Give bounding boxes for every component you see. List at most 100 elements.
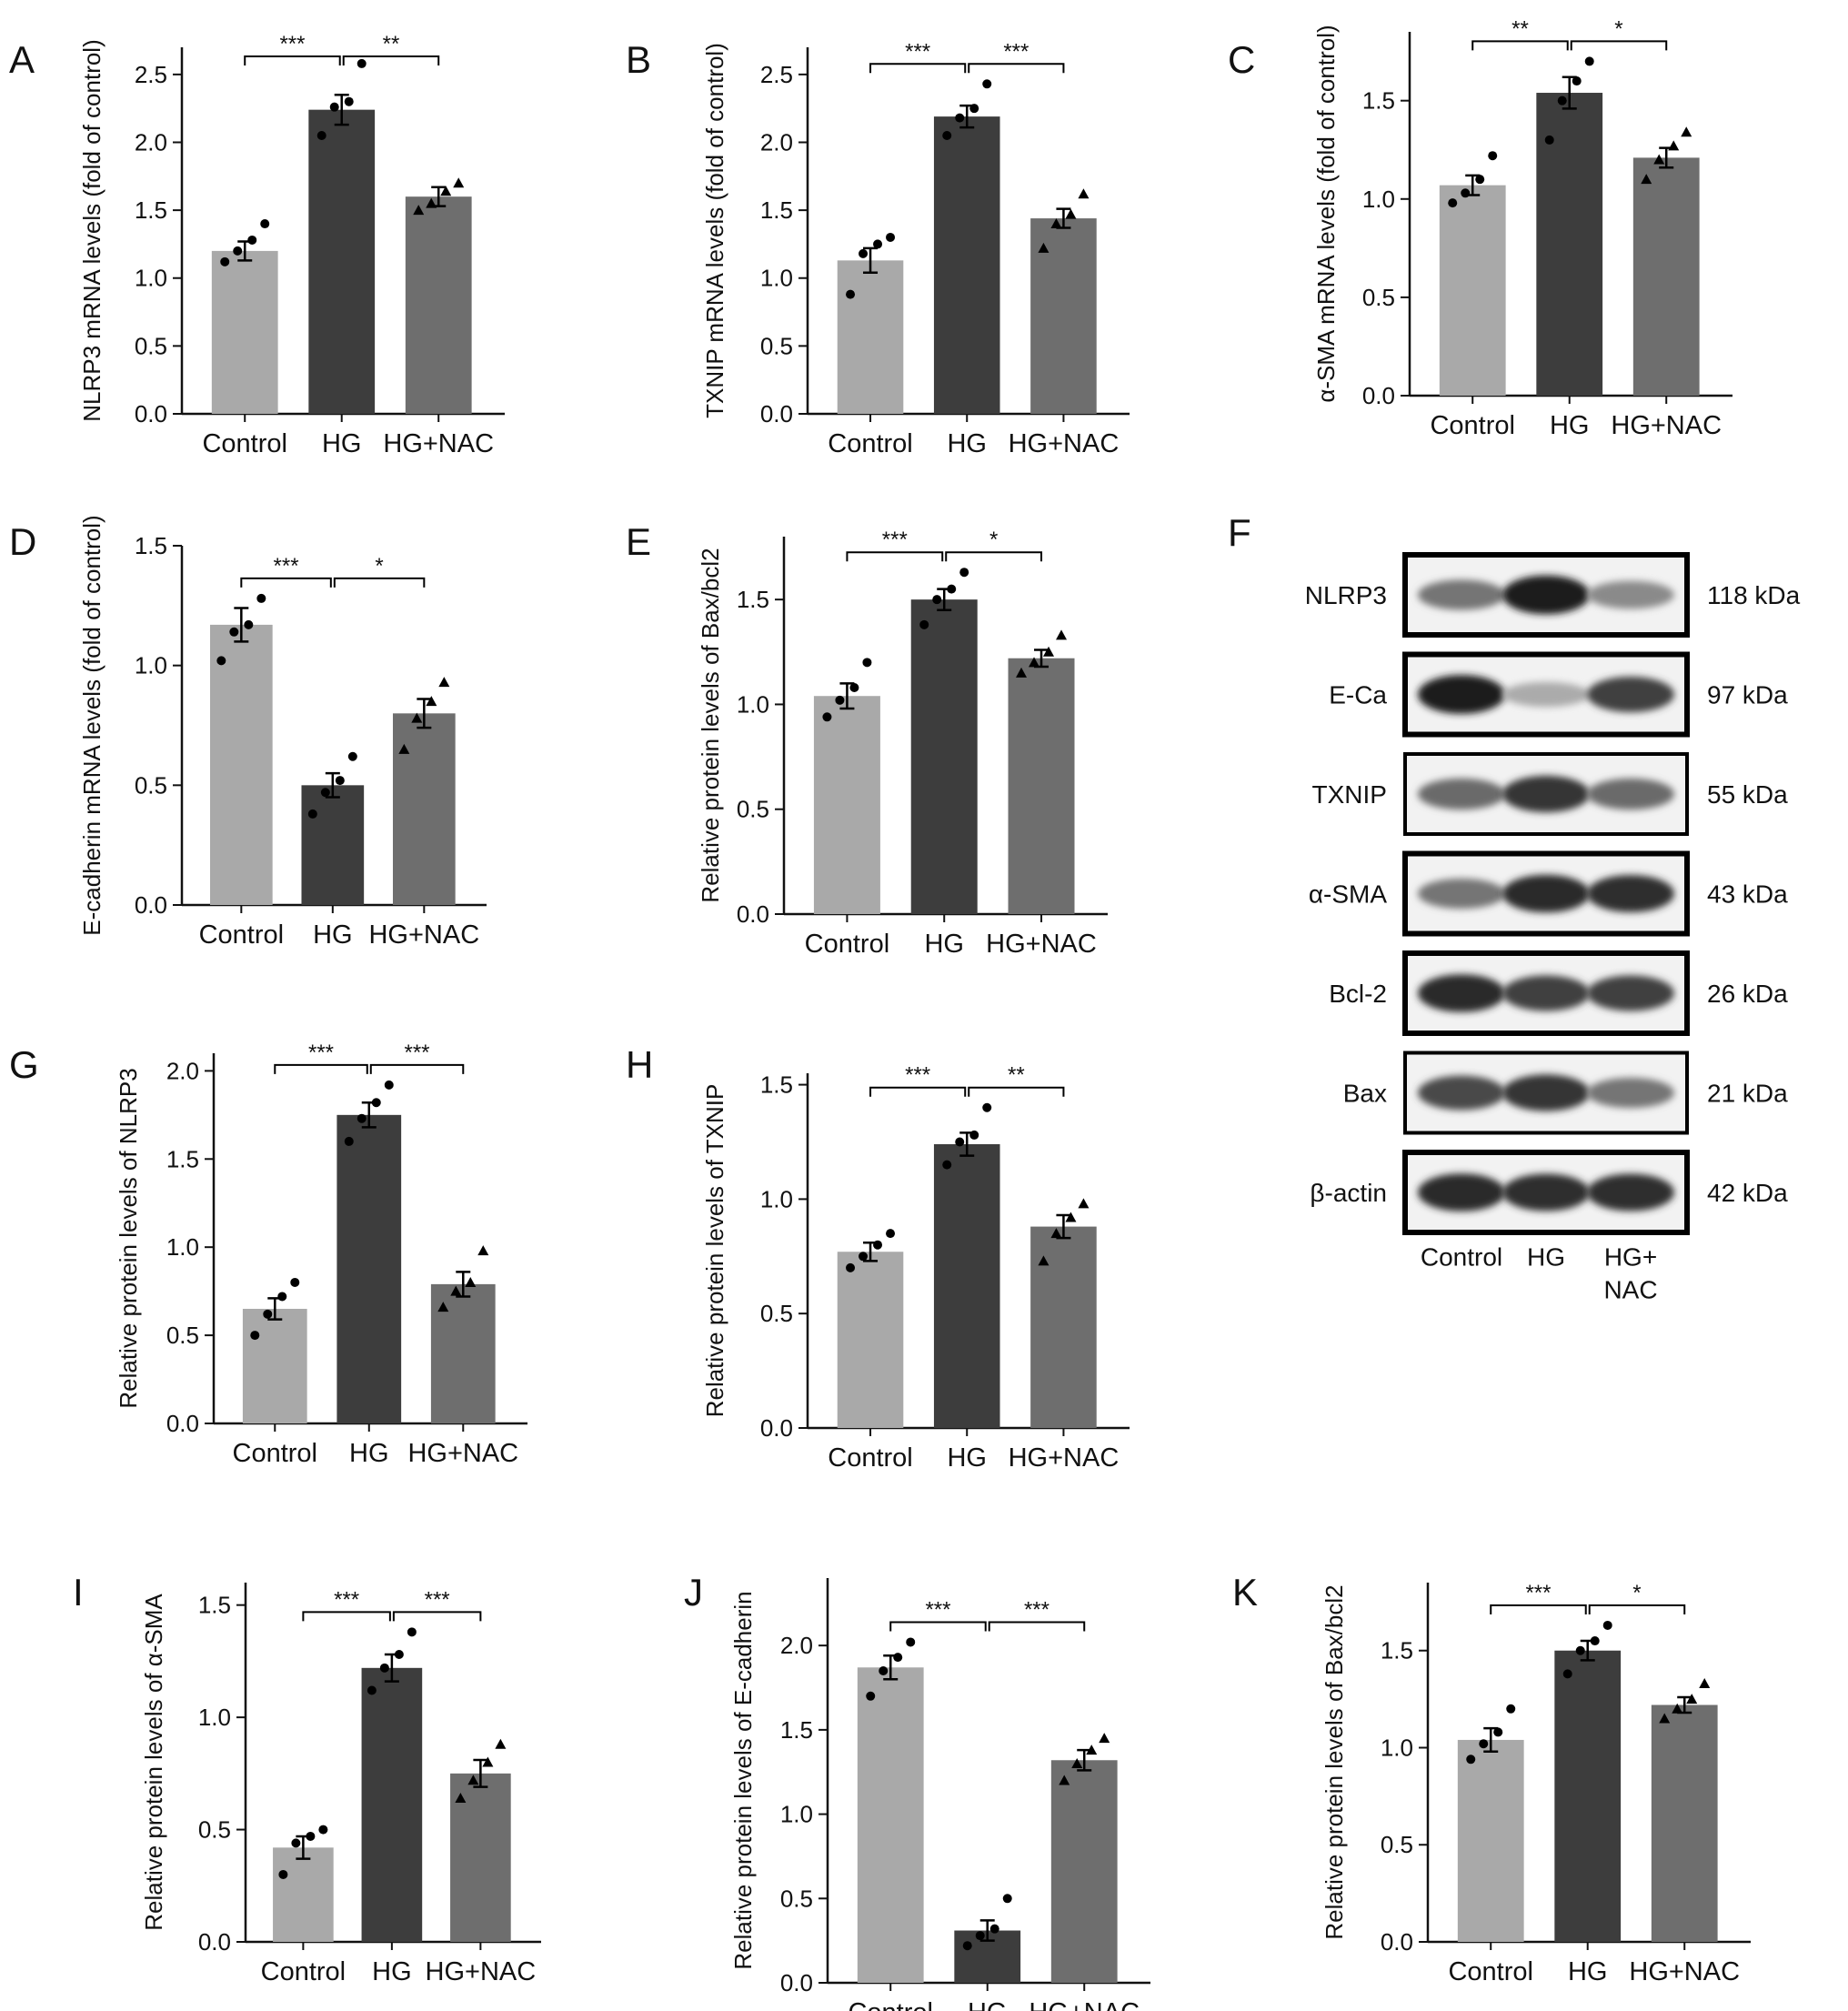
panel-letter: B (626, 38, 651, 81)
data-point (942, 1160, 952, 1170)
blot-band (1502, 1074, 1590, 1111)
data-point (413, 205, 425, 216)
data-point (216, 656, 226, 666)
y-tick-label: 1.5 (780, 1716, 813, 1744)
panel-letter: I (73, 1571, 84, 1614)
y-tick-label: 2.5 (135, 61, 167, 88)
significance-label: *** (308, 1041, 334, 1065)
bar-hg-nac (392, 713, 456, 905)
data-point (1002, 1894, 1012, 1904)
significance-label: ** (1008, 1063, 1025, 1088)
y-axis-label: TXNIP mRNA levels (fold of control) (701, 43, 728, 418)
y-tick-label: 1.0 (135, 652, 167, 679)
category-label: HG+NAC (383, 429, 494, 458)
category-label: Control (828, 429, 913, 458)
data-point (263, 1309, 273, 1319)
data-point (220, 256, 230, 266)
y-tick-label: 1.0 (135, 265, 167, 292)
significance-label: *** (882, 528, 908, 552)
data-point (835, 695, 845, 705)
category-label: Control (805, 930, 890, 959)
data-point (942, 131, 952, 141)
y-tick-label: 2.0 (760, 128, 793, 156)
significance-label: *** (405, 1041, 430, 1065)
data-point (407, 1627, 417, 1637)
y-tick-label: 1.5 (1362, 87, 1395, 115)
data-point (919, 619, 929, 629)
data-point (306, 1831, 316, 1841)
data-point (1488, 151, 1498, 161)
significance-bracket (968, 1086, 1065, 1097)
y-tick-label: 0.5 (760, 332, 793, 359)
significance-bracket (333, 577, 426, 588)
data-point (822, 712, 832, 722)
significance-label: *** (1525, 1581, 1551, 1605)
bar-control (813, 696, 880, 914)
y-tick-label: 1.0 (1381, 1734, 1413, 1761)
significance-bracket (302, 1611, 391, 1622)
significance-bracket (968, 63, 1065, 74)
y-axis-label: NLRP3 mRNA levels (fold of control) (78, 39, 105, 421)
bar-hg-nac (1651, 1704, 1718, 1942)
panel-letter: H (626, 1043, 653, 1086)
data-point (1078, 1198, 1090, 1209)
significance-bracket (342, 55, 440, 65)
data-point (1506, 1704, 1516, 1714)
y-tick-label: 0.0 (166, 1410, 199, 1437)
panel-b: B TXNIP mRNA levels (fold of control) 0.0 0… (626, 38, 1130, 458)
significance-bracket (274, 1063, 368, 1074)
blot-band (1587, 975, 1674, 1011)
category-label: Control (261, 1957, 346, 1986)
data-point (1056, 629, 1068, 640)
data-point (969, 1130, 979, 1140)
panel-letter: K (1232, 1571, 1258, 1614)
protein-label: α-SMA (1309, 880, 1388, 909)
y-tick-label: 0.0 (1362, 382, 1395, 409)
data-point (1059, 1775, 1070, 1785)
y-tick-label: 2.0 (135, 128, 167, 156)
y-tick-label: 0.0 (1381, 1928, 1413, 1956)
data-point (859, 248, 869, 258)
y-tick-label: 2.0 (166, 1057, 199, 1084)
blot-band (1587, 676, 1674, 713)
significance-label: *** (1003, 39, 1029, 64)
significance-label: *** (1024, 1597, 1050, 1622)
panel-letter: F (1228, 511, 1251, 554)
data-point (873, 239, 883, 249)
category-label: Control (1430, 411, 1515, 440)
y-tick-label: 1.5 (135, 532, 167, 559)
data-point (1065, 1212, 1077, 1222)
category-label: Control (828, 1443, 913, 1473)
y-tick-label: 1.0 (1362, 186, 1395, 213)
data-point (440, 186, 452, 196)
data-point (437, 1302, 449, 1312)
category-label: HG+NAC (426, 1957, 537, 1986)
blot-band (1502, 681, 1590, 708)
molecular-weight-label: 118 kDa (1707, 581, 1801, 609)
data-point (1461, 188, 1471, 198)
data-point (947, 584, 957, 594)
bar-hg (361, 1667, 423, 1942)
significance-label: ** (1512, 16, 1529, 41)
data-point (886, 1229, 896, 1239)
molecular-weight-label: 26 kDa (1707, 980, 1788, 1008)
data-point (1681, 126, 1692, 137)
significance-bracket (244, 55, 341, 65)
panel-letter: C (1228, 38, 1255, 81)
data-point (344, 96, 354, 106)
blot-band (1502, 1173, 1590, 1212)
data-point (1448, 198, 1458, 208)
data-point (1475, 175, 1485, 185)
bar-hg-nac (1030, 218, 1097, 414)
lane-label: Control (1421, 1243, 1502, 1272)
significance-label: *** (425, 1587, 450, 1612)
category-label: HG (1568, 1957, 1608, 1986)
y-tick-label: 0.5 (166, 1322, 199, 1349)
panel-a: A NLRP3 mRNA levels (fold of control) 0.0 0… (9, 32, 505, 458)
data-point (1562, 1669, 1572, 1679)
bar-hg (336, 1114, 402, 1423)
bar-control (837, 260, 904, 414)
blot-row-2: TXNIP 55 kDa (1312, 752, 1788, 836)
blot-band (1587, 874, 1674, 913)
